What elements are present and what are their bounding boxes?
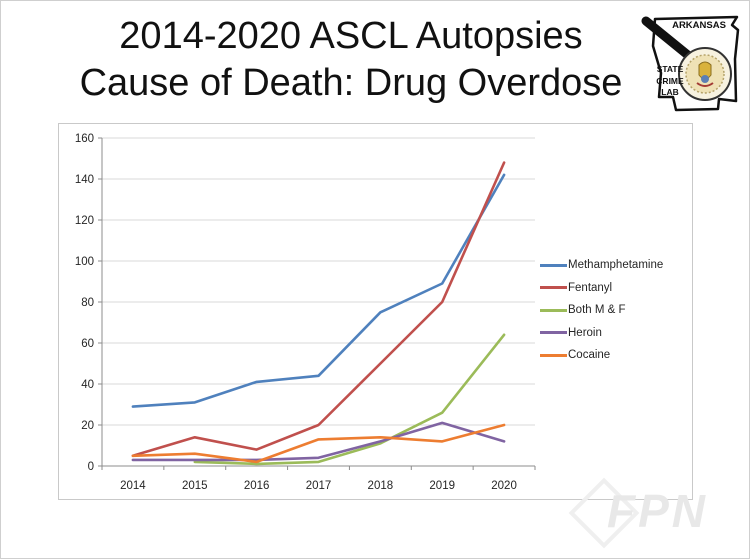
line-chart-plot-area: 0 20 40 60 80 100 120 140 160 2014 2015 2016 2017 201…	[75, 133, 536, 492]
svg-text:2020: 2020	[491, 480, 517, 492]
svg-text:80: 80	[81, 297, 94, 309]
svg-text:160: 160	[75, 133, 94, 145]
overdose-line-chart: 0 20 40 60 80 100 120 140 160 2014 2015 2016 2017 201…	[58, 123, 693, 500]
svg-text:0: 0	[88, 461, 94, 473]
legend-swatch-icon	[540, 263, 567, 267]
logo-state-label: ARKANSAS	[672, 20, 726, 31]
svg-text:2015: 2015	[182, 480, 208, 492]
title-line-2: Cause of Death: Drug Overdose	[79, 62, 623, 104]
crime-lab-logo: ARKANSAS STATE CRIME LAB	[641, 13, 745, 117]
legend-item: Methamphetamine	[540, 254, 663, 277]
logo-org-line-1: STATE	[656, 64, 684, 74]
arkansas-state-outline-icon	[641, 15, 740, 112]
legend-swatch-icon	[540, 331, 567, 335]
legend-label: Cocaine	[568, 349, 611, 362]
legend-item: Cocaine	[540, 344, 663, 367]
legend-swatch-icon	[540, 308, 567, 312]
legend-swatch-icon	[540, 353, 567, 357]
svg-text:40: 40	[81, 379, 94, 391]
svg-text:2018: 2018	[368, 480, 394, 492]
chart-legend: Methamphetamine Fentanyl Both M & F Heroin C…	[540, 254, 663, 367]
legend-label: Both M & F	[568, 304, 626, 317]
title-line-1: 2014-2020 ASCL Autopsies	[119, 15, 583, 57]
svg-text:2019: 2019	[429, 480, 455, 492]
svg-text:100: 100	[75, 256, 94, 268]
svg-text:60: 60	[81, 338, 94, 350]
legend-item: Heroin	[540, 322, 663, 345]
logo-org-line-2: CRIME	[656, 75, 684, 86]
logo-org-label: STATE CRIME LAB	[651, 64, 689, 99]
svg-text:2017: 2017	[306, 480, 332, 492]
slide-title: 2014-2020 ASCL Autopsies Cause of Death:…	[1, 13, 701, 107]
legend-label: Methamphetamine	[568, 259, 664, 272]
crime-lab-seal-icon	[678, 47, 732, 101]
svg-text:140: 140	[75, 174, 94, 186]
magnifier-handle-icon	[641, 16, 694, 61]
logo-org-line-3: LAB	[661, 87, 679, 97]
svg-text:120: 120	[75, 215, 94, 227]
legend-label: Heroin	[568, 326, 602, 339]
legend-item: Fentanyl	[540, 277, 663, 300]
svg-text:2014: 2014	[120, 480, 146, 492]
legend-swatch-icon	[540, 286, 567, 290]
svg-text:2016: 2016	[244, 480, 270, 492]
legend-label: Fentanyl	[568, 281, 613, 294]
svg-text:20: 20	[81, 420, 94, 432]
legend-item: Both M & F	[540, 299, 663, 322]
